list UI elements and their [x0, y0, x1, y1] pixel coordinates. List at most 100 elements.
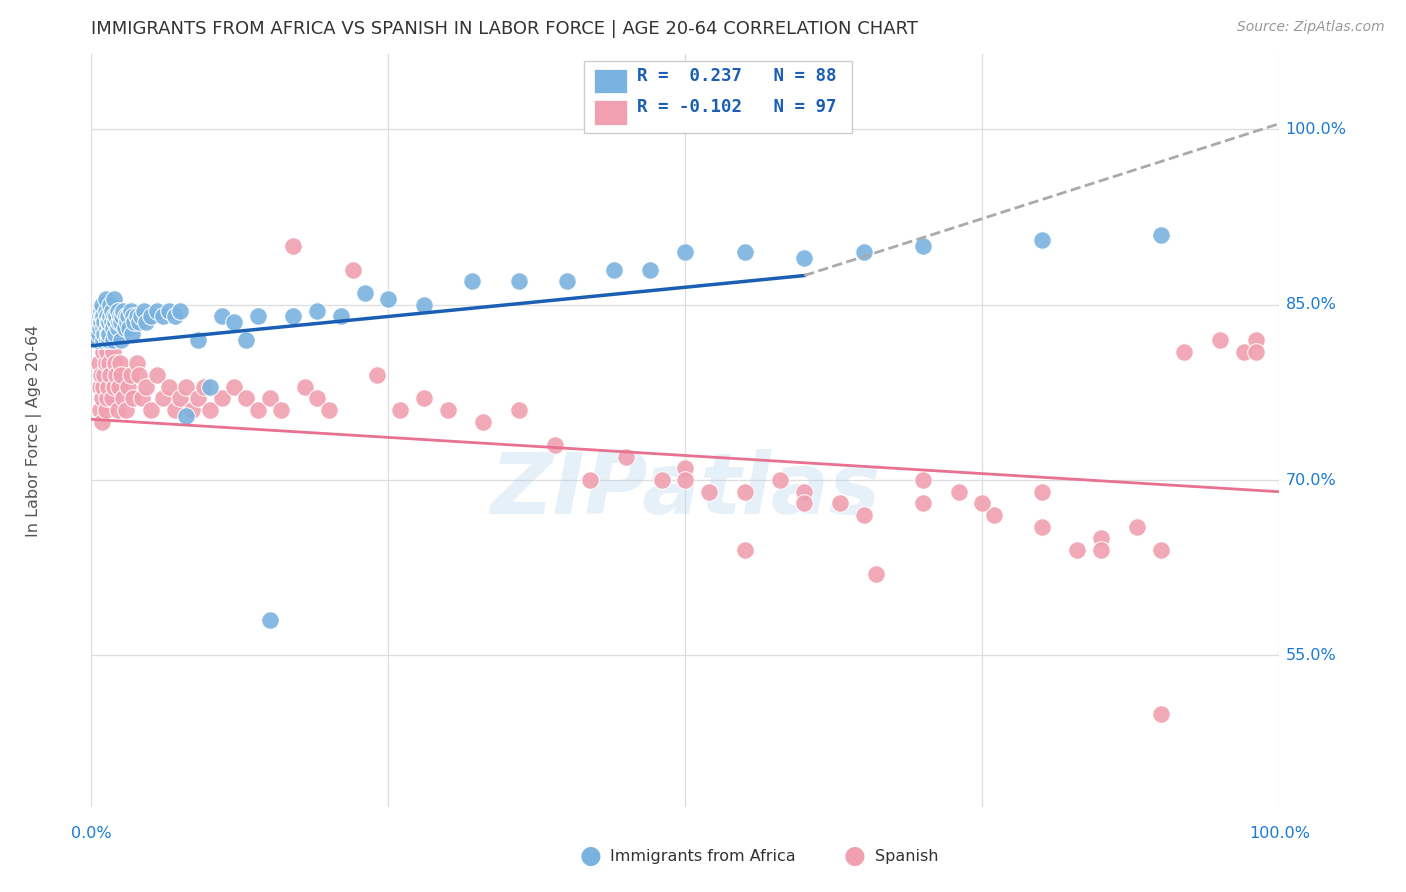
Point: [89, 310, 111, 324]
Point: [1209, 333, 1232, 347]
Point: [152, 391, 174, 405]
Point: [329, 310, 352, 324]
Point: [307, 303, 329, 318]
Point: [91, 379, 114, 393]
Point: [638, 262, 661, 277]
Point: [103, 379, 125, 393]
Point: [94, 356, 117, 370]
Point: [852, 508, 875, 522]
Point: [93, 315, 115, 329]
Point: [91, 415, 114, 429]
Point: [673, 473, 696, 487]
Point: [108, 310, 131, 324]
Point: [97, 326, 120, 341]
Point: [104, 315, 127, 329]
Text: Immigrants from Africa: Immigrants from Africa: [610, 849, 796, 863]
Point: [122, 310, 145, 324]
Point: [1233, 344, 1256, 359]
Point: [1126, 520, 1149, 534]
Point: [86, 333, 108, 347]
Point: [129, 310, 152, 324]
Point: [111, 310, 134, 324]
Point: [1149, 543, 1171, 558]
Point: [163, 310, 186, 324]
Text: 100.0%: 100.0%: [1249, 826, 1310, 841]
Point: [94, 303, 117, 318]
Point: [139, 310, 162, 324]
Point: [100, 368, 122, 382]
Point: [181, 403, 204, 417]
Point: [122, 315, 145, 329]
Point: [110, 315, 132, 329]
Point: [193, 379, 215, 393]
Point: [107, 379, 129, 393]
Point: [117, 379, 139, 393]
Point: [157, 303, 180, 318]
Point: [108, 356, 131, 370]
Point: [100, 298, 122, 312]
Point: [107, 403, 129, 417]
Point: [222, 379, 245, 393]
Point: [91, 344, 114, 359]
Point: [972, 496, 994, 510]
Point: [86, 333, 108, 347]
Point: [246, 310, 269, 324]
Text: Source: ZipAtlas.com: Source: ZipAtlas.com: [1237, 20, 1385, 34]
Point: [145, 368, 167, 382]
Point: [135, 379, 157, 393]
Point: [94, 403, 117, 417]
Point: [651, 473, 673, 487]
Point: [948, 484, 970, 499]
Point: [100, 303, 122, 318]
Text: 70.0%: 70.0%: [1285, 473, 1336, 488]
Point: [222, 315, 245, 329]
Point: [115, 310, 138, 324]
Point: [270, 403, 292, 417]
Point: [107, 321, 129, 335]
Point: [90, 333, 112, 347]
Point: [115, 403, 138, 417]
Point: [283, 310, 305, 324]
Point: [1090, 543, 1112, 558]
Point: [128, 315, 150, 329]
Point: [793, 484, 815, 499]
Point: [91, 298, 114, 312]
Point: [169, 303, 191, 318]
Point: [100, 310, 122, 324]
Point: [100, 391, 122, 405]
Point: [91, 310, 114, 324]
Point: [377, 292, 399, 306]
Text: ZIPatlas: ZIPatlas: [491, 450, 880, 533]
Point: [342, 262, 364, 277]
Point: [1244, 333, 1267, 347]
Text: Spanish: Spanish: [875, 849, 938, 863]
Point: [200, 403, 222, 417]
Point: [103, 310, 125, 324]
Point: [96, 391, 118, 405]
Point: [1173, 344, 1195, 359]
Point: [793, 251, 815, 265]
Point: [1149, 706, 1171, 721]
Point: [235, 333, 257, 347]
Point: [101, 333, 124, 347]
Text: ●: ●: [579, 845, 602, 868]
Point: [105, 310, 128, 324]
Point: [579, 473, 602, 487]
Point: [508, 274, 530, 288]
Text: IMMIGRANTS FROM AFRICA VS SPANISH IN LABOR FORCE | AGE 20-64 CORRELATION CHART: IMMIGRANTS FROM AFRICA VS SPANISH IN LAB…: [91, 20, 918, 37]
Text: R = -0.102   N = 97: R = -0.102 N = 97: [637, 98, 837, 116]
Point: [555, 274, 578, 288]
Point: [112, 303, 135, 318]
Point: [828, 496, 851, 510]
Point: [176, 409, 198, 423]
Point: [734, 245, 756, 260]
Point: [157, 379, 180, 393]
Text: 0.0%: 0.0%: [72, 826, 111, 841]
Point: [87, 326, 110, 341]
Point: [436, 403, 458, 417]
Point: [603, 262, 626, 277]
Point: [98, 333, 121, 347]
Point: [145, 303, 167, 318]
Point: [114, 321, 136, 335]
Point: [187, 333, 209, 347]
